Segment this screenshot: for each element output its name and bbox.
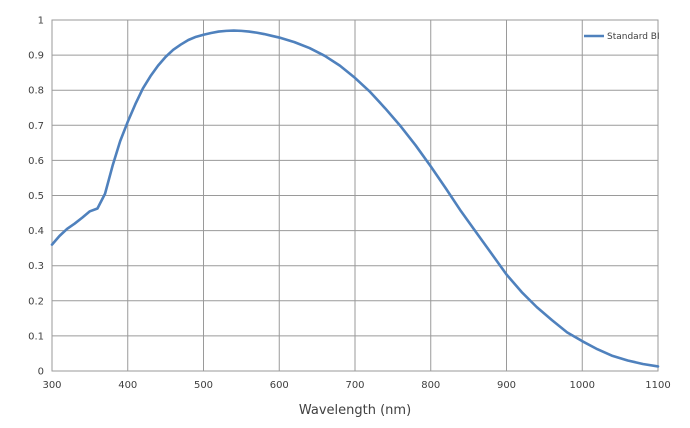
x-axis-ticks: 300 400 500 600 700 800 900 1000 1100 [42,380,670,391]
plot-area-frame [51,19,659,372]
legend: Standard BI [584,32,660,42]
series-layer [50,29,660,368]
x-tick-label: 900 [497,380,516,391]
y-tick-label: 0 [38,367,44,378]
x-tick-label: 500 [194,380,213,391]
y-tick-label: 0.4 [28,226,44,237]
y-tick-label: 0.6 [28,156,44,167]
x-tick-label: 600 [270,380,289,391]
x-tick-label: 800 [421,380,440,391]
x-tick-label: 300 [42,380,61,391]
y-tick-label: 0.1 [28,331,44,342]
x-tick-label: 400 [118,380,137,391]
x-tick-label: 1000 [570,380,595,391]
x-tick-label: 1100 [645,380,670,391]
legend-label-standard-bi: Standard BI [607,32,660,42]
y-tick-label: 0.7 [28,121,44,132]
y-tick-label: 1 [38,16,44,27]
y-axis-ticks: 0 0.1 0.2 0.3 0.4 0.5 0.6 0.7 0.8 0.9 1 [28,16,44,378]
x-tick-label: 700 [345,380,364,391]
grid [51,19,659,372]
y-tick-label: 0.2 [28,296,44,307]
y-tick-label: 0.5 [28,191,44,202]
y-tick-label: 0.8 [28,86,44,97]
x-axis-title: Wavelength (nm) [299,403,411,418]
y-tick-label: 0.3 [28,261,44,272]
series-line-standard-bi [50,29,660,368]
y-tick-label: 0.9 [28,51,44,62]
